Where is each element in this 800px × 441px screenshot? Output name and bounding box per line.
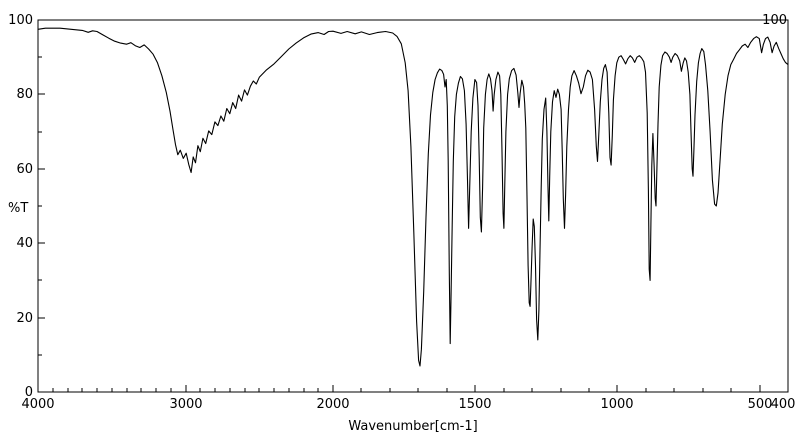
y-axis-title: %T [8,201,28,216]
x-tick-label: 1000 [600,397,633,412]
x-tick-label: 3000 [169,397,202,412]
y-axis-top-right-label: 100 [762,13,787,28]
x-axis-title: Wavenumber[cm-1] [348,419,477,434]
x-tick-label: 500 [748,397,773,412]
y-tick-label: 0 [25,385,33,400]
y-tick-label: 60 [16,162,33,177]
x-tick-label: 1500 [458,397,491,412]
spectrum-trace [37,27,789,367]
y-tick-label: 40 [16,236,33,251]
plot-frame-group [37,19,789,393]
y-tick-label: 20 [16,311,33,326]
x-tick-label: 4000 [21,397,54,412]
y-tick-label: 80 [16,87,33,102]
plot-frame [37,19,789,393]
spectrum-trace-group [37,27,789,367]
y-tick-label: 100 [8,13,33,28]
x-tick-label: 400 [771,397,796,412]
x-tick-label: 2000 [316,397,349,412]
